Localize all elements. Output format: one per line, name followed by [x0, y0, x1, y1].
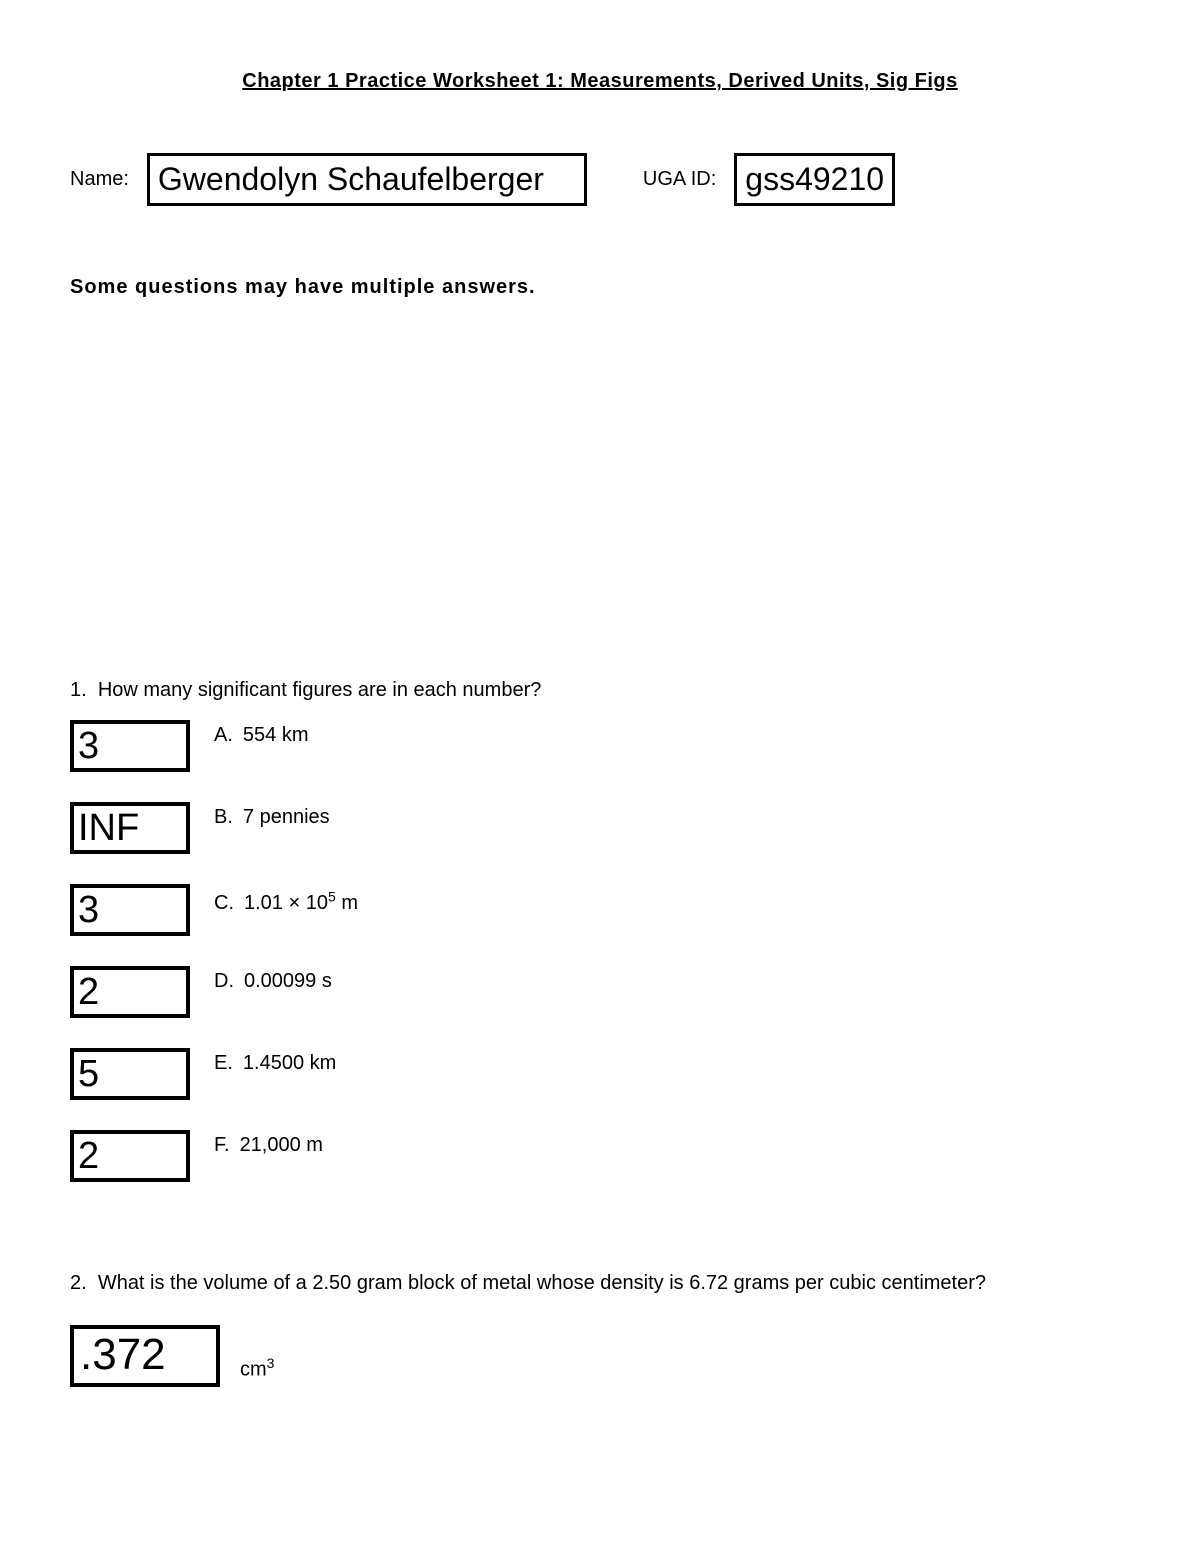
- q1-options-list: 3A.554 kmINFB.7 pennies3C.1.01 × 105 m2D…: [70, 720, 1130, 1182]
- q1-option-row: INF B. 7 pennies: [70, 802, 1130, 854]
- q2-answer-row: .372 cm3: [70, 1325, 1130, 1387]
- q1-option-value: 1.4500 km: [243, 1052, 336, 1074]
- q1-option-text: B. 7 pennies: [214, 802, 330, 829]
- q1-option-row: 5 E. 1.4500 km: [70, 1048, 1130, 1100]
- q2-text: What is the volume of a 2.50 gram block …: [98, 1272, 986, 1294]
- q2-unit: cm3: [240, 1355, 274, 1388]
- q1-option-letter: B.: [214, 806, 233, 828]
- q1-answer-input[interactable]: 3: [70, 720, 190, 772]
- q1-option-row: 3 C. 1.01 × 105 m: [70, 884, 1130, 936]
- q1-option-letter: E.: [214, 1052, 233, 1074]
- name-label: Name:: [70, 168, 129, 191]
- q2-answer-input[interactable]: .372: [70, 1325, 220, 1387]
- page-title: Chapter 1 Practice Worksheet 1: Measurem…: [70, 70, 1130, 93]
- q2-number: 2.: [70, 1272, 87, 1294]
- name-input[interactable]: Gwendolyn Schaufelberger: [147, 153, 587, 206]
- q1-stem: 1. How many significant figures are in e…: [70, 679, 1130, 702]
- q1-answer-input[interactable]: 2: [70, 1130, 190, 1182]
- q1-option-letter: F.: [214, 1134, 230, 1156]
- q1-option-value: 0.00099 s: [244, 970, 332, 992]
- uga-id-input[interactable]: gss49210: [734, 153, 895, 206]
- q1-option-letter: D.: [214, 970, 234, 992]
- q1-option-text: F. 21,000 m: [214, 1130, 323, 1157]
- q1-option-text: C. 1.01 × 105 m: [214, 884, 358, 915]
- q1-option-text: A. 554 km: [214, 720, 309, 747]
- q1-option-letter: A.: [214, 724, 233, 746]
- q1-option-value: 1.01 × 105 m: [244, 892, 358, 914]
- q1-option-value: 7 pennies: [243, 806, 330, 828]
- q1-option-value: 21,000 m: [240, 1134, 323, 1156]
- q1-answer-input[interactable]: 5: [70, 1048, 190, 1100]
- q1-text: How many significant figures are in each…: [98, 679, 542, 701]
- q1-option-text: D. 0.00099 s: [214, 966, 332, 993]
- q1-option-letter: C.: [214, 892, 234, 914]
- header-row: Name: Gwendolyn Schaufelberger UGA ID: g…: [70, 153, 1130, 206]
- q1-option-text: E. 1.4500 km: [214, 1048, 336, 1075]
- instructions-note: Some questions may have multiple answers…: [70, 276, 1130, 299]
- worksheet-page: Chapter 1 Practice Worksheet 1: Measurem…: [0, 0, 1200, 1553]
- q1-number: 1.: [70, 679, 87, 701]
- q1-answer-input[interactable]: 3: [70, 884, 190, 936]
- q2-stem: 2. What is the volume of a 2.50 gram blo…: [70, 1272, 1130, 1295]
- uga-id-label: UGA ID:: [643, 168, 716, 191]
- q1-answer-input[interactable]: INF: [70, 802, 190, 854]
- q1-option-row: 3 A. 554 km: [70, 720, 1130, 772]
- q1-option-row: 2 D. 0.00099 s: [70, 966, 1130, 1018]
- q1-option-row: 2 F. 21,000 m: [70, 1130, 1130, 1182]
- q1-answer-input[interactable]: 2: [70, 966, 190, 1018]
- q1-option-value: 554 km: [243, 724, 309, 746]
